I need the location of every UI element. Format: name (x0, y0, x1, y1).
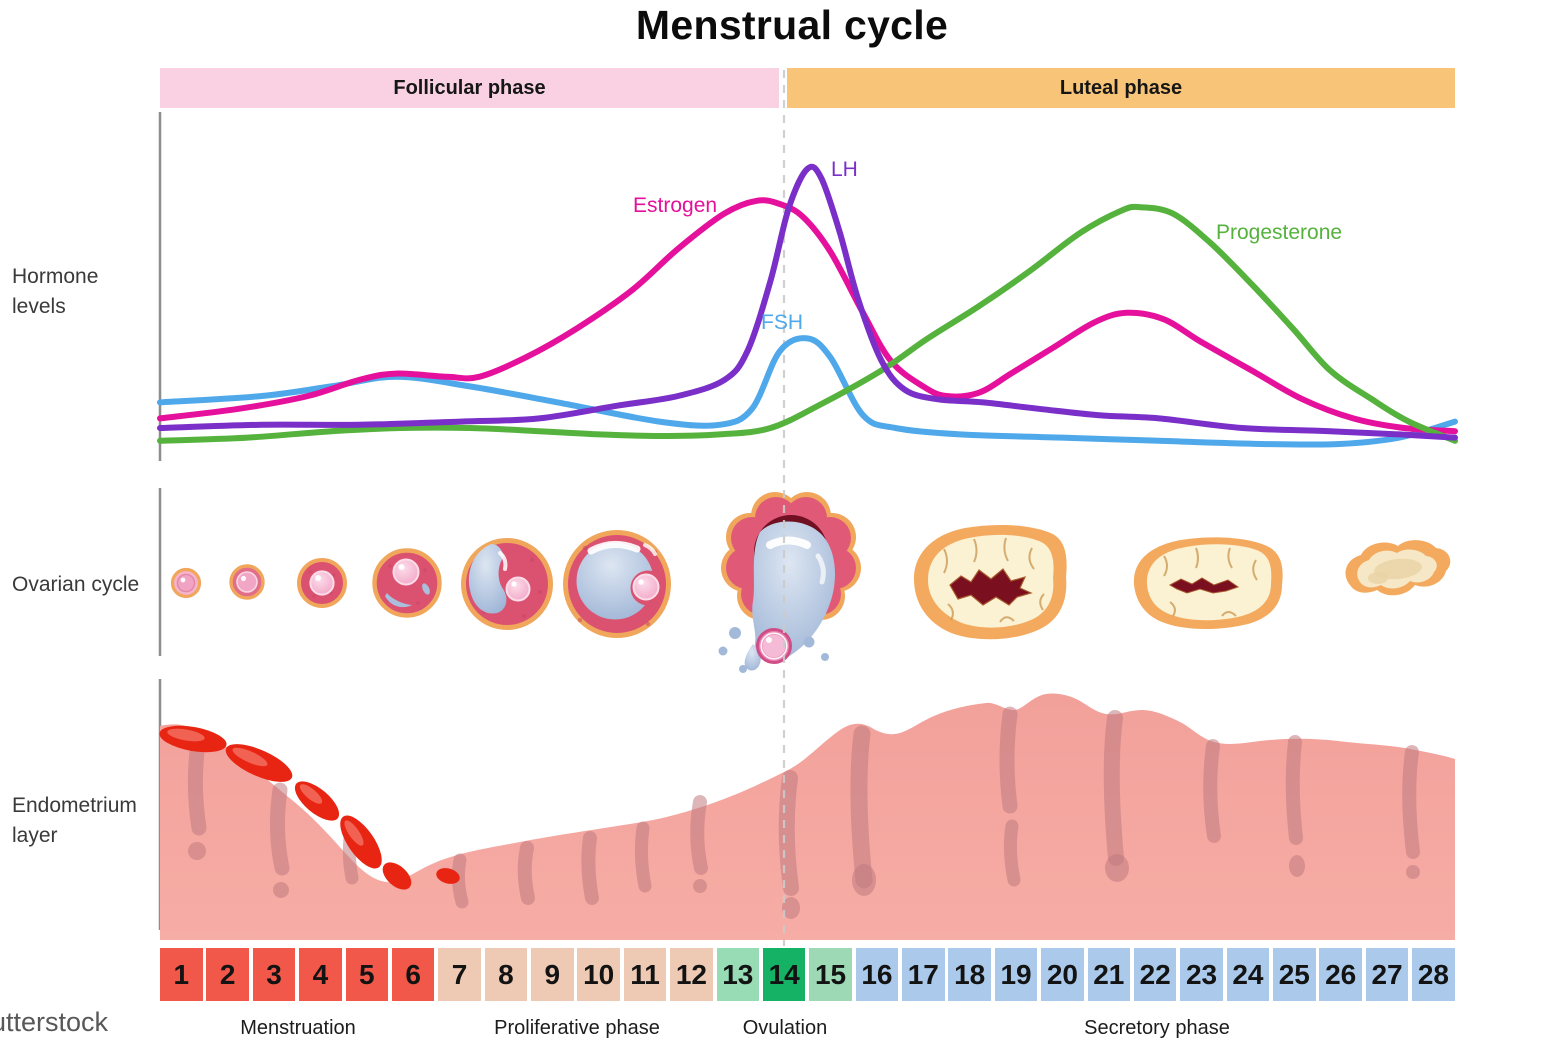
ovulation-phase-label: Ovulation (742, 1017, 828, 1039)
endometrium-tissue (160, 693, 1455, 940)
regressing-corpus-luteum-icon (1133, 537, 1283, 630)
day-cell-7: 7 (438, 948, 481, 1001)
day-cell-8: 8 (484, 948, 528, 1001)
day-cell-3: 3 (252, 948, 296, 1001)
luteal-phase-label: Luteal phase (1059, 76, 1183, 99)
day-cell-23: 23 (1180, 948, 1223, 1001)
row-label-endometrium-layer: Endometrium layer (12, 794, 137, 847)
curve-fsh (157, 335, 1458, 448)
day-cell-10: 10 (577, 948, 620, 1001)
day-cell-5: 5 (345, 948, 389, 1001)
follicle-stage-1-icon (170, 567, 202, 599)
curve-estrogen (157, 197, 1458, 435)
day-cell-20: 20 (1041, 948, 1084, 1001)
day-cell-12: 12 (670, 948, 713, 1001)
corpus-albicans-icon (1345, 540, 1451, 596)
follicular-phase-label: Follicular phase (393, 76, 546, 99)
follicular-phase-bar: Follicular phase (160, 68, 779, 108)
day-cell-16: 16 (855, 948, 899, 1001)
fsh-curve-label: FSH (761, 311, 803, 334)
proliferative-phase-label: Proliferative phase (494, 1017, 660, 1039)
corpus-luteum-icon (913, 524, 1067, 640)
day-cell-13: 13 (716, 948, 760, 1001)
mature-follicle-icon (563, 530, 671, 638)
day-cell-26: 26 (1319, 948, 1362, 1001)
day-cell-28: 28 (1412, 948, 1455, 1001)
day-cell-27: 27 (1365, 948, 1409, 1001)
endometrium-illustration (159, 693, 1455, 940)
day-cell-2: 2 (206, 948, 249, 1001)
curve-lh (157, 163, 1458, 441)
page-title: Menstrual cycle (635, 2, 949, 48)
day-row: 1 2 3 4 5 6 7 8 9 10 11 12 13 14 15 16 17 18 19 20 21 22 23 24 2… (160, 948, 1455, 1001)
day-cell-22: 22 (1133, 948, 1177, 1001)
luteal-phase-bar: Luteal phase (787, 68, 1455, 108)
curve-progesterone (157, 203, 1458, 444)
watermark: utterstock (0, 1007, 109, 1037)
lh-curve-label: LH (831, 158, 858, 181)
day-cell-1: 1 (160, 948, 203, 1001)
day-cell-21: 21 (1087, 948, 1131, 1001)
follicle-stage-2-icon (229, 564, 265, 600)
ovulation-rupture-icon (718, 492, 861, 673)
secretory-phase-label: Secretory phase (1084, 1017, 1230, 1039)
day-cell-18: 18 (948, 948, 991, 1001)
day-cell-9: 9 (531, 948, 574, 1001)
day-cell-25: 25 (1273, 948, 1316, 1001)
row-label-ovarian-cycle: Ovarian cycle (12, 573, 140, 596)
progesterone-curve-label: Progesterone (1216, 221, 1343, 244)
estrogen-curve-label: Estrogen (633, 194, 718, 217)
hormone-curves (157, 163, 1458, 448)
follicle-stage-3-icon (297, 558, 347, 608)
fluid-droplets (718, 627, 829, 673)
ovarian-cycle-illustration (170, 492, 1451, 673)
day-cell-14: 14 (762, 948, 806, 1001)
day-cell-4: 4 (299, 948, 342, 1001)
day-cell-24: 24 (1226, 948, 1270, 1001)
day-cell-19: 19 (994, 948, 1038, 1001)
follicle-stage-5-icon (461, 538, 553, 630)
menstruation-phase-label: Menstruation (240, 1017, 356, 1039)
day-cell-11: 11 (623, 948, 667, 1001)
follicle-stage-4-icon (372, 548, 442, 618)
released-egg-icon (756, 628, 792, 664)
day-cell-6: 6 (391, 948, 435, 1001)
row-label-hormone-levels: Hormone levels (12, 265, 99, 318)
day-cell-15: 15 (809, 948, 852, 1001)
day-cell-17: 17 (902, 948, 945, 1001)
menstrual-blood (159, 725, 460, 890)
